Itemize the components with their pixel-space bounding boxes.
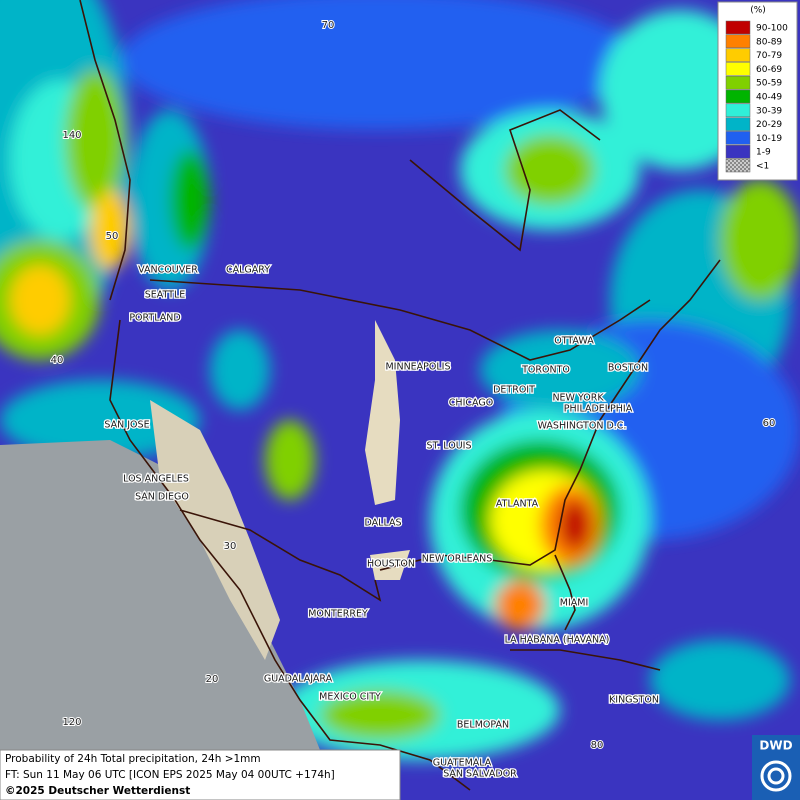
city-label: NEW YORK [552, 393, 604, 404]
city-label: NEW ORLEANS [422, 554, 493, 565]
city-label: GUATEMALA [433, 758, 492, 769]
city-label: LA HABANA (HAVANA) [505, 635, 610, 646]
legend-label: 1-9 [756, 148, 771, 158]
grid-label: 80 [591, 740, 604, 751]
legend-label: 50-59 [756, 79, 782, 89]
grid-label: 70 [322, 20, 335, 31]
city-label: SAN DIEGO [135, 492, 189, 503]
legend-label: 70-79 [756, 51, 782, 61]
city-label: LOS ANGELES [123, 474, 189, 485]
grid-label: 30 [224, 541, 237, 552]
caption-line: Probability of 24h Total precipitation, … [5, 753, 261, 765]
city-label: MINNEAPOLIS [385, 362, 450, 373]
legend-swatch [725, 48, 751, 62]
logo-swirl [767, 767, 785, 785]
legend-swatch [725, 117, 751, 131]
city-label: MONTERREY [308, 609, 368, 620]
city-label: KINGSTON [609, 695, 659, 706]
city-label: CHICAGO [449, 398, 493, 409]
city-label: SAN SALVADOR [443, 769, 517, 780]
city-label: DETROIT [493, 385, 535, 396]
city-label: DALLAS [365, 518, 402, 529]
caption-line: FT: Sun 11 May 06 UTC [ICON EPS 2025 May… [5, 769, 335, 781]
city-label: MIAMI [560, 598, 589, 609]
legend-swatch [725, 103, 751, 118]
grid-label: 50 [106, 231, 119, 242]
legend-label: <1 [756, 162, 769, 172]
caption: Probability of 24h Total precipitation, … [0, 749, 401, 800]
legend-label: 90-100 [756, 24, 788, 34]
legend-swatch [725, 62, 751, 76]
city-label: WASHINGTON D.C. [538, 421, 627, 432]
dwd-logo: DWD [752, 735, 800, 800]
legend-label: 20-29 [756, 120, 782, 130]
legend-swatch [725, 158, 751, 173]
city-label: TORONTO [521, 365, 570, 376]
legend-label: 40-49 [756, 93, 782, 103]
logo-text: DWD [759, 739, 792, 753]
caption-box [0, 749, 401, 800]
city-label: VANCOUVER [138, 265, 198, 276]
city-label: SEATTLE [145, 290, 186, 301]
grid-label: 40 [51, 355, 64, 366]
grid-label: 60 [763, 418, 776, 429]
logo-swirl [760, 760, 792, 792]
grid-label: 120 [62, 717, 81, 728]
city-label: OTTAWA [554, 336, 594, 347]
caption-line: ©2025 Deutscher Wetterdienst [5, 785, 190, 797]
grid-label: 140 [62, 130, 81, 141]
city-label: GUADALAJARA [264, 674, 333, 685]
legend-swatch [725, 89, 751, 104]
legend-label: 80-89 [756, 37, 782, 47]
legend-label: 30-39 [756, 106, 782, 116]
city-label: BOSTON [608, 363, 648, 374]
borders [79, 0, 721, 791]
city-label: CALGARY [226, 265, 270, 276]
city-label: MEXICO CITY [319, 692, 381, 703]
city-label: PHILADELPHIA [564, 404, 633, 415]
grid-label: 20 [206, 674, 219, 685]
city-label: SAN JOSE [104, 420, 149, 431]
legend-swatch [725, 75, 751, 90]
legend-swatch [725, 131, 751, 145]
legend-swatch [725, 144, 751, 159]
city-label: ST. LOUIS [427, 441, 472, 452]
legend-label: 10-19 [756, 134, 782, 144]
city-label: ATLANTA [496, 499, 539, 510]
legend-swatch [725, 34, 751, 49]
legend-title: (%) [750, 6, 766, 16]
city-label: HOUSTON [367, 559, 415, 570]
legend-swatch [725, 20, 751, 35]
legend-label: 60-69 [756, 65, 782, 75]
city-label: BELMOPAN [457, 720, 509, 731]
legend: (%) 90-100 80-89 70-79 60-69 50-59 40-49 30-39 2… [717, 1, 798, 181]
city-label: PORTLAND [129, 313, 180, 324]
